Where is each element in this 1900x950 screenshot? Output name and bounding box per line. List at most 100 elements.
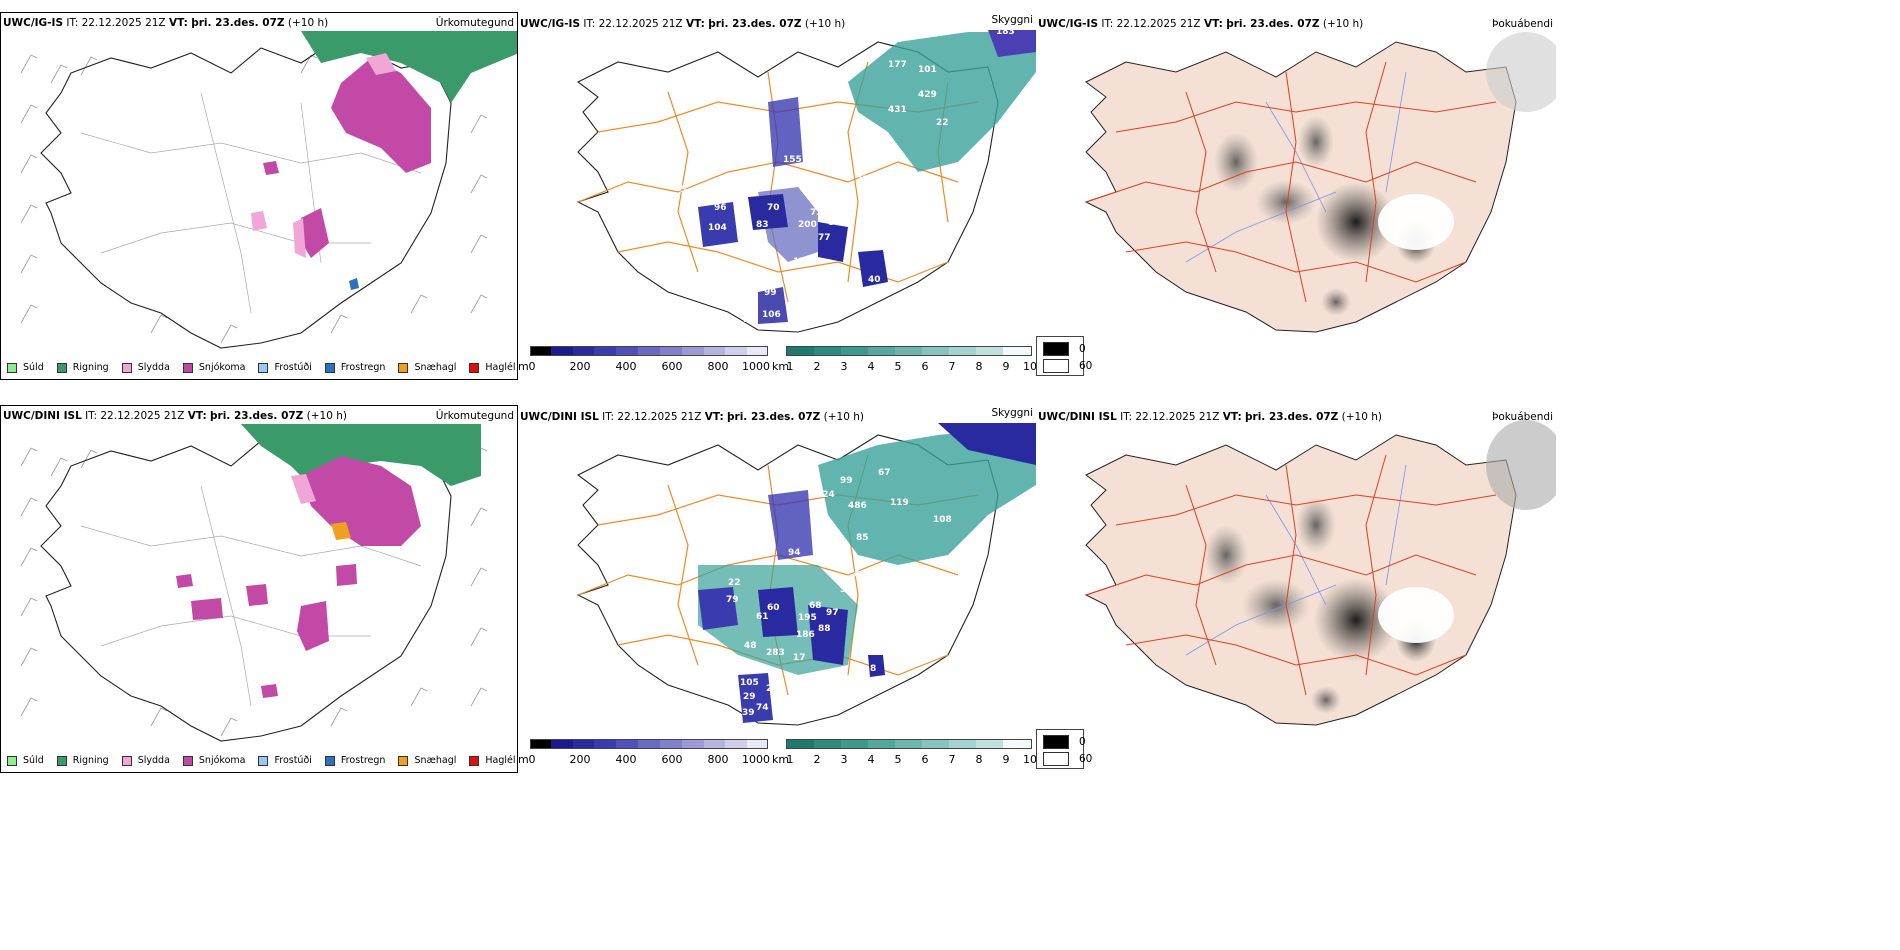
low-cloud-area-ne [938, 423, 1036, 465]
colorbar-tick: 800 [707, 753, 729, 766]
fog-shading [1204, 420, 1556, 714]
value-label: 8 [870, 664, 876, 674]
visibility-map-top: 183 177 101 429 431 22 155 21 70 73 81 2… [576, 27, 1036, 333]
colorbar-tick: 9 [1002, 753, 1010, 766]
panel-title: UWC/IG-IS IT: 22.12.2025 21Z VT: þri. 23… [3, 17, 329, 29]
legend-item-drizzle: Súld [7, 755, 44, 766]
fog-panel-top: UWC/IG-IS IT: 22.12.2025 21Z VT: þri. 23… [1036, 12, 1556, 342]
value-label: 17 [793, 257, 806, 267]
legend-item-sleet: Slydda [121, 362, 170, 373]
low-cloud-patch-2 [698, 202, 738, 247]
legend-item-freezing-rain: Frostregn [324, 362, 385, 373]
panel-title: UWC/DINI ISL IT: 22.12.2025 21Z VT: þri.… [1038, 411, 1382, 423]
colorbar-tick: 0 [528, 360, 536, 373]
snow-spot-2 [246, 584, 268, 606]
colorbar-cells [786, 739, 1032, 749]
colorbar-cells [530, 739, 768, 749]
iceland-outline [40, 42, 452, 349]
precip-type-panel-top: UWC/IG-IS IT: 22.12.2025 21Z VT: þri. 23… [0, 12, 518, 380]
visibility-map-bottom: 67 119 99 224 486 108 85 94 62 58 22 79 … [576, 423, 1036, 726]
low-cloud-patch-3 [818, 222, 848, 262]
value-label: 96 [714, 203, 727, 213]
colorbar-tick: 200 [569, 753, 591, 766]
value-label: 183 [996, 27, 1015, 37]
fog-map-top [1084, 32, 1556, 333]
colorbar-tick: 10 [1023, 360, 1037, 373]
panel-title: UWC/IG-IS IT: 22.12.2025 21Z VT: þri. 23… [520, 18, 846, 30]
value-label: 88 [818, 624, 831, 634]
freezing-rain-spot [349, 278, 359, 290]
value-label: 186 [796, 630, 815, 640]
value-label: 108 [933, 515, 952, 525]
low-cloud-patch-6 [758, 287, 788, 324]
precip-type-legend-bottom: Súld Rigning Slydda Snjókoma Frostúði Fr… [7, 755, 517, 766]
colorbar-tick: 1000 [742, 753, 770, 766]
legend-item-rain: Rigning [56, 755, 109, 766]
road-network [1085, 454, 1497, 696]
value-label: 99 [840, 476, 853, 486]
colorbar-tick: 5 [894, 753, 902, 766]
iceland-land [1084, 434, 1517, 726]
snow-area-central [297, 601, 329, 651]
value-label: 119 [890, 498, 909, 508]
value-label: 101 [918, 65, 937, 75]
colorbar-cells [786, 346, 1032, 356]
snow-spot [263, 161, 279, 175]
snow-spot-1 [176, 574, 193, 588]
sleet-spot [251, 211, 267, 231]
colorbar-tick: 9 [1002, 360, 1010, 373]
value-label: 29 [743, 692, 756, 702]
visibility-labels: 67 119 99 224 486 108 85 94 62 58 22 79 … [726, 468, 952, 718]
value-label: 85 [856, 533, 869, 543]
value-label: 58 [840, 585, 853, 595]
colorbar-tick: 10 [1023, 753, 1037, 766]
colorbar-tick: 7 [948, 753, 956, 766]
low-cloud-patch-1 [748, 194, 788, 230]
colorbar-unit: km [772, 753, 790, 766]
low-cloud-patch-2 [698, 587, 738, 630]
colorbar-tick: 600 [661, 753, 683, 766]
value-label: 486 [848, 501, 867, 511]
fog-shading [1214, 32, 1556, 316]
legend-item-snow-pellets: Snæhagl [398, 362, 456, 373]
legend-item-freezing-rain: Frostregn [324, 755, 385, 766]
panel-variable: Úrkomutegund [435, 17, 514, 29]
legend-item-rain: Rigning [56, 362, 109, 373]
panel-title: UWC/IG-IS IT: 22.12.2025 21Z VT: þri. 23… [1038, 18, 1364, 30]
colorbar-tick: 200 [569, 360, 591, 373]
fog-map-bottom [1084, 420, 1556, 726]
value-label: 67 [878, 468, 891, 478]
low-cloud-patch-1 [758, 587, 798, 637]
sleet-area-northeast [366, 53, 396, 75]
panel-variable: Úrkomutegund [435, 410, 514, 422]
precip-type-map-bottom [20, 424, 488, 742]
value-label: 17 [793, 653, 806, 663]
sleet-area-central [293, 218, 306, 258]
colorbar-tick: 1 [786, 753, 794, 766]
colorbar-tick: 600 [661, 360, 683, 373]
legend-item-snow: Snjókoma [182, 755, 245, 766]
value-label: 104 [708, 223, 727, 233]
value-label: 74 [756, 703, 769, 713]
value-label: 21 [856, 175, 869, 185]
visibility-colorbar-bottom: km 1 2 3 4 5 6 7 8 9 10 [772, 739, 1037, 766]
colorbar-tick: 400 [615, 360, 637, 373]
panel-title: UWC/DINI ISL IT: 22.12.2025 21Z VT: þri.… [3, 410, 347, 422]
legend-item-freezing-drizzle: Frostúði [258, 755, 312, 766]
fog-index-legend-top: 0 60 [1036, 336, 1092, 376]
precip-type-legend-top: Súld Rigning Slydda Snjókoma Frostúði Fr… [7, 362, 517, 373]
panel-variable: Þokuábendi [1492, 18, 1553, 30]
colorbar-tick: 1000 [742, 360, 770, 373]
value-label: 83 [756, 220, 769, 230]
visibility-panel-top: 183 177 101 429 431 22 155 21 70 73 81 2… [518, 12, 1036, 380]
iceland-outline [576, 41, 999, 333]
fog-panel-bottom: UWC/DINI ISL IT: 22.12.2025 21Z VT: þri.… [1036, 405, 1556, 735]
legend-item-drizzle: Súld [7, 362, 44, 373]
snow-area-northeast [331, 58, 431, 173]
colorbar-tick: 8 [975, 360, 983, 373]
colorbar-tick: 8 [975, 753, 983, 766]
value-label: 68 [809, 601, 822, 611]
value-label: 224 [816, 490, 835, 500]
precip-type-map-top [20, 31, 517, 349]
low-cloud-patch-3 [808, 605, 848, 665]
